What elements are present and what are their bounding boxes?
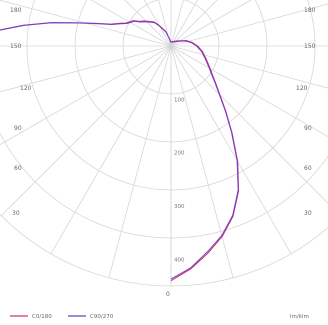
angle-label-7: 180 bbox=[304, 7, 316, 14]
angle-label-4: 60 bbox=[14, 165, 22, 172]
grid-spoke-255 bbox=[0, 0, 172, 47]
series-layer bbox=[0, 20, 240, 282]
grid-spoke-75 bbox=[170, 45, 328, 89]
grid-spoke-60 bbox=[170, 45, 328, 138]
polar-grid bbox=[0, 0, 328, 287]
angle-label-3: 90 bbox=[14, 125, 22, 132]
ring-label-200: 200 bbox=[174, 151, 185, 157]
grid-ring-5 bbox=[0, 213, 328, 287]
grid-spoke-240 bbox=[90, 0, 172, 47]
grid-spoke-45 bbox=[170, 45, 328, 204]
ring-label-400: 400 bbox=[174, 257, 185, 263]
grid-spoke-195 bbox=[158, 0, 172, 47]
legend-label-1: C90/270 bbox=[90, 314, 114, 320]
grid-spoke-105 bbox=[170, 3, 328, 47]
grid-ring-4 bbox=[0, 132, 328, 239]
grid-spoke-345 bbox=[108, 45, 172, 278]
grid-spoke-315 bbox=[1, 45, 172, 216]
grid-spoke-285 bbox=[0, 45, 172, 93]
ring-label-300: 300 bbox=[174, 204, 185, 210]
grid-spoke-15 bbox=[170, 45, 234, 278]
angle-label-6: 0 bbox=[166, 291, 170, 298]
grid-spoke-165 bbox=[170, 0, 184, 47]
angle-label-12: 30 bbox=[304, 210, 312, 217]
grid-spoke-330 bbox=[50, 45, 172, 255]
angle-label-11: 60 bbox=[304, 165, 312, 172]
angle-label-0: 180 bbox=[10, 7, 22, 14]
angle-label-9: 120 bbox=[296, 85, 308, 92]
angle-label-8: 150 bbox=[304, 43, 316, 50]
series-line-1 bbox=[0, 20, 239, 280]
grid-spoke-30 bbox=[170, 45, 292, 255]
angle-label-2: 120 bbox=[20, 85, 32, 92]
angle-label-10: 90 bbox=[304, 125, 312, 132]
legend: C0/180 C90/270 bbox=[10, 314, 114, 320]
grid-spoke-120 bbox=[170, 0, 252, 47]
grid-spoke-300 bbox=[0, 45, 172, 146]
ring-labels: 400 300 200 100 bbox=[174, 97, 185, 263]
grid-spoke-225 bbox=[124, 0, 172, 47]
legend-label-0: C0/180 bbox=[32, 314, 52, 320]
angle-label-5: 30 bbox=[12, 210, 20, 217]
unit-label: lm/klm bbox=[290, 314, 309, 320]
angle-label-1: 150 bbox=[10, 43, 22, 50]
ring-label-100: 100 bbox=[174, 97, 185, 103]
grid-spoke-210 bbox=[143, 0, 172, 47]
grid-spoke-150 bbox=[170, 0, 199, 47]
grid-spoke-135 bbox=[170, 0, 218, 47]
